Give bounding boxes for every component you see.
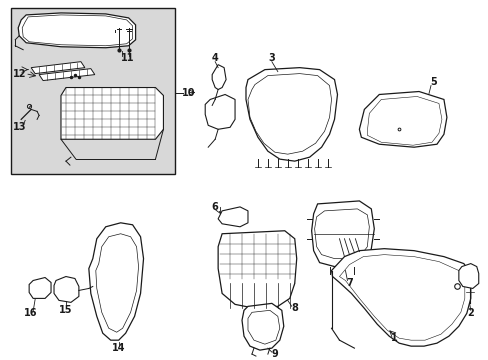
Text: 12: 12 [12, 69, 26, 78]
Text: 5: 5 [430, 77, 436, 86]
Text: 8: 8 [291, 303, 298, 313]
Polygon shape [458, 264, 478, 288]
Polygon shape [359, 91, 446, 147]
Polygon shape [218, 231, 296, 309]
Text: 7: 7 [346, 279, 352, 288]
Polygon shape [31, 62, 85, 73]
Polygon shape [89, 223, 143, 340]
Text: 10: 10 [181, 87, 195, 98]
Text: 9: 9 [271, 349, 278, 359]
Text: 2: 2 [467, 308, 473, 318]
Polygon shape [54, 276, 79, 302]
Polygon shape [242, 303, 283, 350]
Polygon shape [218, 207, 247, 227]
Polygon shape [29, 278, 51, 298]
Polygon shape [311, 201, 373, 266]
Text: 6: 6 [211, 202, 218, 212]
Text: 15: 15 [59, 305, 73, 315]
Text: 16: 16 [24, 308, 38, 318]
Text: 3: 3 [268, 53, 275, 63]
Polygon shape [61, 87, 163, 139]
Text: 14: 14 [112, 343, 125, 353]
Polygon shape [245, 68, 337, 161]
Polygon shape [205, 94, 235, 129]
Text: 4: 4 [211, 53, 218, 63]
Polygon shape [18, 13, 135, 48]
Text: 13: 13 [12, 122, 26, 132]
FancyBboxPatch shape [11, 8, 175, 174]
Text: 1: 1 [390, 333, 397, 343]
Text: 11: 11 [121, 53, 134, 63]
Polygon shape [331, 249, 470, 346]
Polygon shape [212, 65, 225, 90]
Polygon shape [39, 69, 95, 81]
